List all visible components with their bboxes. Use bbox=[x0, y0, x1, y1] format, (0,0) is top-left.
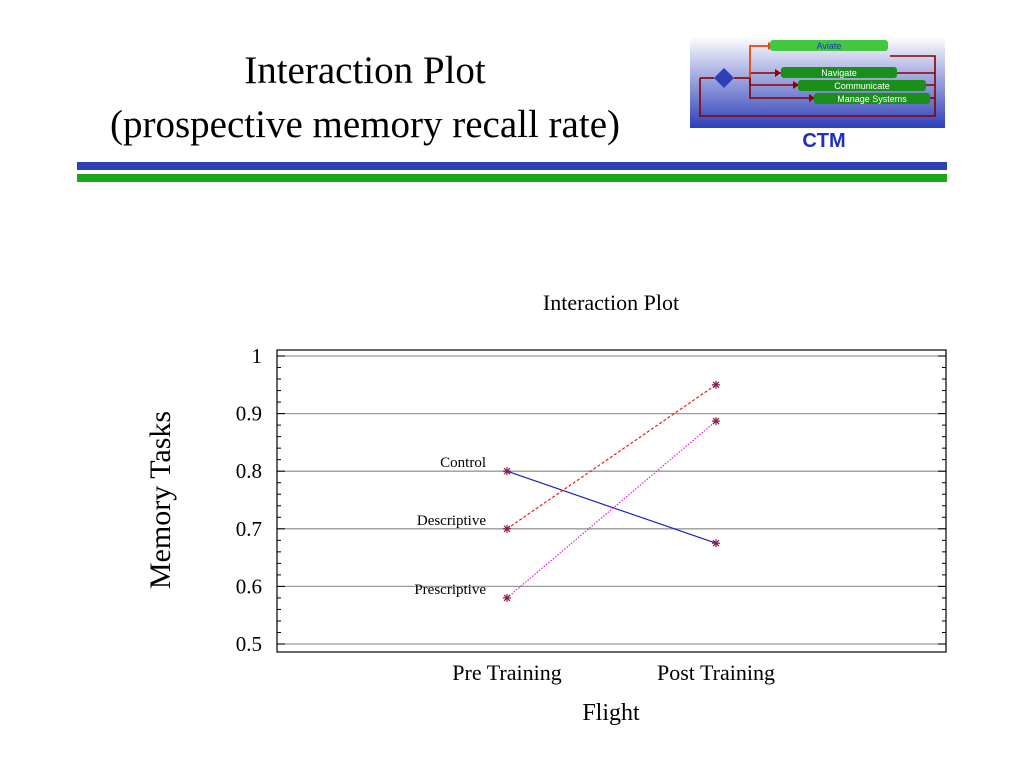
y-tick-label-5: 1 bbox=[252, 344, 263, 368]
x-tick-label-1: Post Training bbox=[657, 660, 775, 685]
logo-item-navigate: Navigate bbox=[821, 68, 857, 78]
x-axis-label: Flight bbox=[582, 700, 640, 726]
logo-label: CTM bbox=[802, 130, 845, 152]
data-point-descriptive-0 bbox=[503, 524, 511, 533]
data-point-prescriptive-0 bbox=[503, 593, 511, 602]
series-line-descriptive bbox=[506, 384, 717, 530]
y-tick-label-1: 0.6 bbox=[236, 574, 262, 598]
data-point-control-0 bbox=[503, 467, 511, 476]
y-tick-label-4: 0.9 bbox=[236, 402, 262, 426]
slide-title-line2: (prospective memory recall rate) bbox=[110, 103, 620, 146]
series-label-prescriptive: Prescriptive bbox=[414, 582, 486, 598]
y-tick-label-2: 0.7 bbox=[236, 517, 262, 541]
series-line-control bbox=[506, 470, 717, 544]
logo-item-communicate: Communicate bbox=[834, 81, 890, 91]
divider-blue bbox=[77, 162, 947, 170]
logo-item-manage-systems: Manage Systems bbox=[837, 94, 907, 104]
data-point-control-1 bbox=[712, 539, 720, 548]
series-label-descriptive: Descriptive bbox=[417, 513, 486, 529]
slide-title: Interaction Plot (prospective memory rec… bbox=[40, 44, 690, 152]
slide-title-line1: Interaction Plot bbox=[244, 49, 486, 92]
series-label-control: Control bbox=[440, 455, 486, 471]
logo-item-aviate: Aviate bbox=[817, 41, 842, 51]
diamond-icon bbox=[714, 68, 734, 88]
plot-frame bbox=[276, 349, 947, 653]
y-axis-label: Memory Tasks bbox=[144, 411, 177, 589]
data-point-prescriptive-1 bbox=[712, 417, 720, 426]
y-tick-label-3: 0.8 bbox=[236, 459, 262, 483]
chart-title: Interaction Plot bbox=[543, 290, 679, 315]
ctm-logo: Aviate Navigate Communicate Manage Syste… bbox=[690, 36, 945, 152]
series-line-prescriptive bbox=[506, 420, 717, 599]
divider-green bbox=[77, 174, 947, 182]
data-point-descriptive-1 bbox=[712, 380, 720, 389]
x-tick-label-0: Pre Training bbox=[452, 660, 561, 685]
y-tick-label-0: 0.5 bbox=[236, 632, 262, 656]
